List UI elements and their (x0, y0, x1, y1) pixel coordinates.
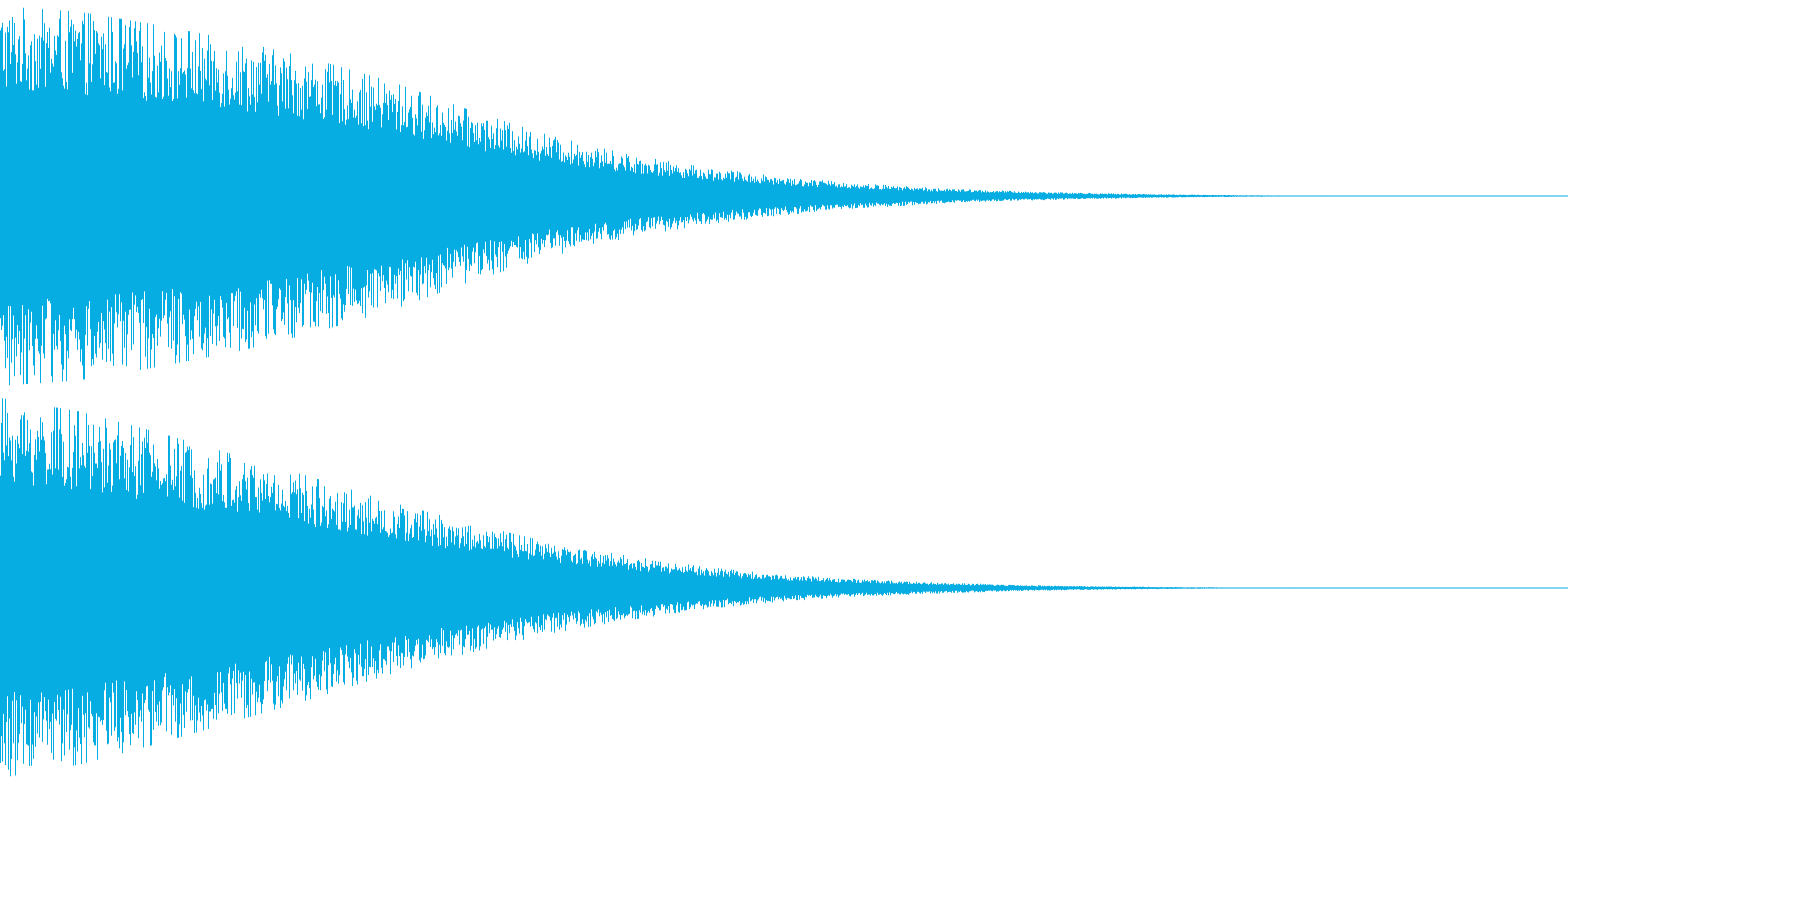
waveform-channel-1-svg (0, 7, 1568, 386)
waveform-envelope-body (0, 101, 1568, 291)
waveform-envelope-body (0, 493, 1568, 683)
waveform-channel-1 (0, 6, 1568, 386)
waveform-channel-2-svg (0, 398, 1568, 777)
waveform-channel-2 (0, 398, 1568, 778)
